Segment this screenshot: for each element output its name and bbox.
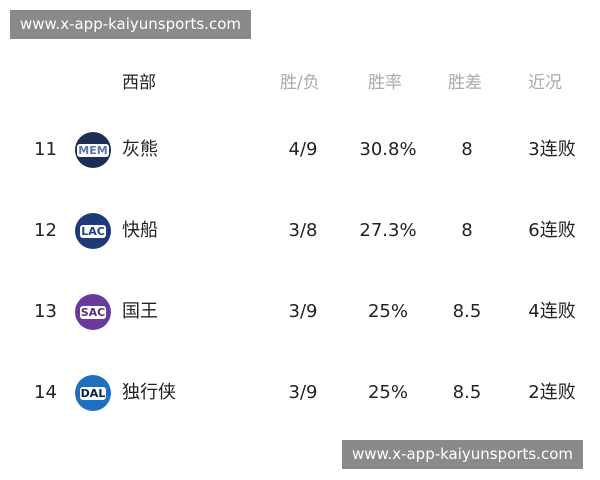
team-logo-icon: DAL: [75, 375, 111, 411]
win-pct: 25%: [367, 382, 408, 403]
rank: 11: [34, 139, 57, 160]
header-pct: 胜率: [368, 73, 402, 93]
team-logo-icon: MEM: [75, 132, 111, 168]
header-gb: 胜差: [448, 73, 482, 93]
team-name: 国王: [122, 301, 158, 322]
watermark-top: www.x-app-kaiyunsports.com: [10, 10, 251, 39]
table-row: 13 SAC 国王 3/9 25% 8.5 4连败: [0, 292, 600, 332]
header-record: 胜/负: [280, 73, 320, 93]
table-row: 11 MEM 灰熊 4/9 30.8% 8 3连败: [0, 130, 600, 170]
streak: 4连败: [528, 301, 576, 322]
win-pct: 25%: [367, 301, 408, 322]
record: 3/9: [288, 301, 318, 322]
streak: 6连败: [528, 220, 576, 241]
win-pct: 27.3%: [359, 220, 417, 241]
record: 3/8: [288, 220, 318, 241]
rank: 14: [34, 382, 57, 403]
table-row: 12 LAC 快船 3/8 27.3% 8 6连败: [0, 211, 600, 251]
team-logo-icon: LAC: [75, 213, 111, 249]
team-abbr: SAC: [79, 305, 107, 319]
team-name: 独行侠: [122, 382, 176, 403]
watermark-bottom: www.x-app-kaiyunsports.com: [342, 440, 583, 469]
games-behind: 8.5: [452, 382, 482, 403]
table-row: 14 DAL 独行侠 3/9 25% 8.5 2连败: [0, 373, 600, 413]
games-behind: 8.5: [452, 301, 482, 322]
team-name: 快船: [122, 220, 158, 241]
team-abbr: MEM: [77, 143, 109, 157]
streak: 3连败: [528, 139, 576, 160]
team-abbr: LAC: [80, 224, 106, 238]
record: 4/9: [288, 139, 318, 160]
streak: 2连败: [528, 382, 576, 403]
header-conference: 西部: [122, 73, 156, 93]
rank: 12: [34, 220, 57, 241]
record: 3/9: [288, 382, 318, 403]
games-behind: 8: [461, 220, 473, 241]
team-name: 灰熊: [122, 139, 158, 160]
win-pct: 30.8%: [359, 139, 417, 160]
team-logo-icon: SAC: [75, 294, 111, 330]
team-abbr: DAL: [79, 386, 107, 400]
header-streak: 近况: [528, 73, 562, 93]
rank: 13: [34, 301, 57, 322]
games-behind: 8: [461, 139, 473, 160]
